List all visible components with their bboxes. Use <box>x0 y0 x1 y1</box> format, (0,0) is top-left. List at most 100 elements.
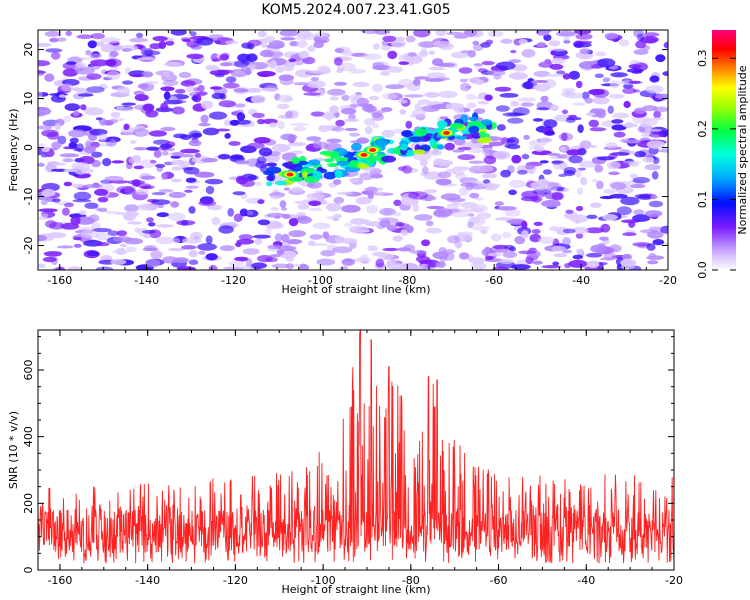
heatmap-cell <box>420 263 428 268</box>
heatmap-cell <box>457 146 472 151</box>
heatmap-cell <box>186 85 195 94</box>
heatmap-cell <box>224 221 237 226</box>
colorbar-tick-label: 0.2 <box>696 120 709 138</box>
heatmap-cell <box>245 258 253 267</box>
heatmap-cell <box>525 164 535 170</box>
heatmap-cell <box>70 216 81 226</box>
heatmap-cell <box>417 99 432 105</box>
heatmap-cell <box>333 196 345 204</box>
heatmap-cell <box>417 41 438 48</box>
heatmap-cell <box>110 111 121 118</box>
heatmap-cell <box>126 246 137 253</box>
heatmap-cell <box>156 212 169 218</box>
heatmap-cell <box>634 107 647 114</box>
heatmap-cell <box>492 244 508 250</box>
heatmap-cell <box>341 50 354 57</box>
heatmap-cell <box>56 245 74 249</box>
heatmap-cell <box>420 159 428 167</box>
heatmap-cell <box>541 265 562 269</box>
snr-panel: -160 -140 -120 -100 -80 -60 -40 -20 0 200 400 600 H… <box>7 329 683 596</box>
heatmap-cell <box>336 160 350 166</box>
heatmap-cell <box>590 244 607 253</box>
heatmap-cell <box>336 191 354 195</box>
heatmap-cell <box>501 232 512 239</box>
heatmap-cell <box>38 91 43 97</box>
heatmap-cell <box>623 100 631 109</box>
heatmap-cell <box>252 234 271 239</box>
heatmap-cell <box>391 39 406 48</box>
heatmap-cell <box>211 216 221 226</box>
heatmap-cell <box>205 253 218 261</box>
heatmap-cell <box>307 45 316 52</box>
heatmap-cell <box>487 70 506 76</box>
heatmap-cell <box>297 203 310 210</box>
heatmap-cell <box>439 116 449 120</box>
heatmap-cell <box>185 185 199 189</box>
heatmap-cell <box>649 131 665 138</box>
heatmap-cell <box>645 37 657 44</box>
heatmap-cell <box>86 73 102 80</box>
heatmap-cell <box>648 200 664 208</box>
spectrogram-panel: -160 -140 -120 -100 -80 -60 -40 -20-20-1001020 … <box>7 29 677 296</box>
heatmap-cell <box>266 175 274 181</box>
heatmap-cell <box>62 158 74 163</box>
heatmap-cell <box>142 185 155 190</box>
heatmap-cell <box>45 220 57 228</box>
heatmap-cell <box>396 36 406 42</box>
heatmap-cell <box>481 60 495 66</box>
heatmap-cell <box>224 133 231 139</box>
heatmap-cell <box>150 159 157 164</box>
heatmap-cell <box>250 95 266 104</box>
heatmap-cell <box>483 179 491 185</box>
heatmap-cell <box>334 170 343 179</box>
heatmap-cell <box>447 235 460 244</box>
heatmap-cell <box>189 31 197 37</box>
heatmap-cell <box>608 93 625 99</box>
heatmap-cell <box>483 155 497 165</box>
heatmap-cell <box>165 40 175 46</box>
heatmap-cell <box>266 212 286 218</box>
heatmap-cell <box>151 199 171 205</box>
heatmap-cell <box>281 233 290 243</box>
heatmap-cell <box>427 150 443 156</box>
heatmap-cell <box>435 30 447 37</box>
heatmap-cell <box>204 178 224 185</box>
heatmap-cell <box>320 249 336 257</box>
spectrogram-ylabel: Frequency (Hz) <box>7 109 20 192</box>
heatmap-cell <box>341 94 350 101</box>
heatmap-cell <box>188 259 199 265</box>
y-tick-label: 400 <box>22 426 35 447</box>
heatmap-cell <box>364 221 384 227</box>
heatmap-cell <box>600 223 611 233</box>
heatmap-cell <box>259 49 274 58</box>
heatmap-cell <box>72 199 92 203</box>
heatmap-cell <box>421 166 429 175</box>
heatmap-cell <box>208 34 224 39</box>
heatmap-cell <box>381 40 388 47</box>
heatmap-cell <box>288 142 307 147</box>
heatmap-cell <box>575 205 584 212</box>
heatmap-cell <box>178 71 192 79</box>
spectrogram-xlabel: Height of straight line (km) <box>281 283 430 296</box>
heatmap-cell <box>375 258 385 268</box>
heatmap-cell <box>49 162 67 166</box>
heatmap-cell <box>144 258 161 268</box>
heatmap-cell <box>444 249 456 254</box>
heatmap-cell <box>242 248 260 255</box>
heatmap-cell <box>352 81 370 88</box>
heatmap-cell <box>499 258 514 265</box>
y-tick-label: -10 <box>22 188 35 206</box>
heatmap-cell <box>64 103 81 111</box>
heatmap-cell <box>539 61 552 67</box>
heatmap-cell <box>590 202 602 208</box>
heatmap-cell <box>245 87 262 93</box>
heatmap-cell <box>116 105 124 110</box>
heatmap-cell <box>585 227 605 234</box>
heatmap-cell <box>237 53 251 63</box>
heatmap-cell <box>508 59 522 63</box>
heatmap-cell <box>275 180 288 186</box>
heatmap-cell <box>543 34 552 41</box>
heatmap-cell <box>236 176 248 185</box>
heatmap-cell <box>367 191 374 200</box>
heatmap-cell <box>360 30 380 34</box>
